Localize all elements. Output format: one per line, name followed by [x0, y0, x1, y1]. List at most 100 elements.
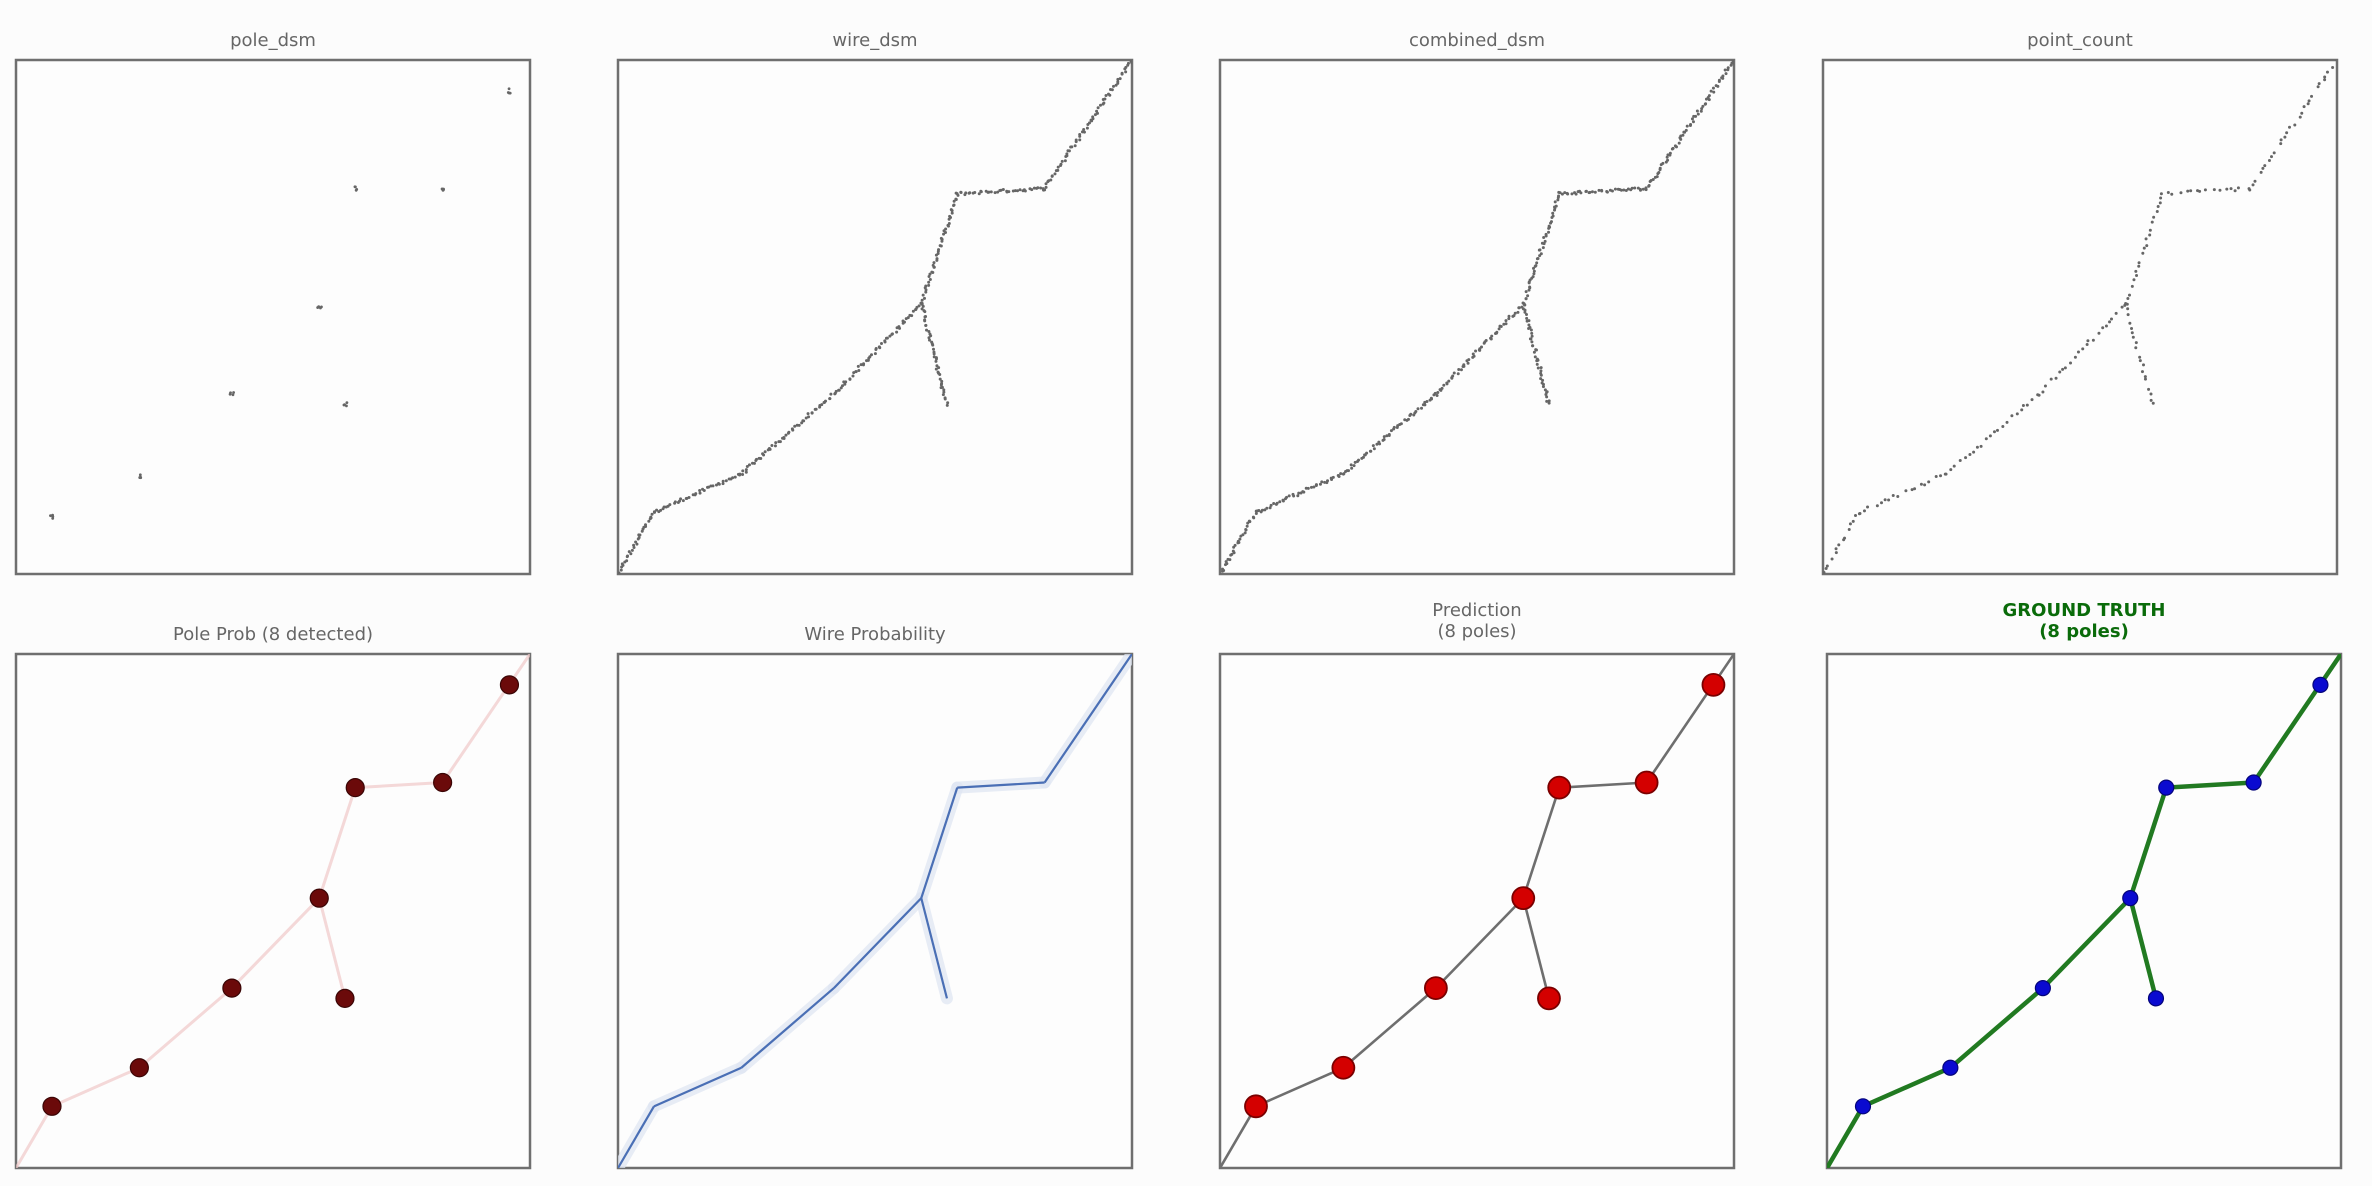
data-point	[2149, 398, 2153, 402]
wire-line	[957, 781, 1045, 789]
data-point	[741, 472, 745, 476]
data-point	[1423, 403, 1427, 407]
data-point	[773, 444, 777, 448]
data-point	[2148, 228, 2152, 232]
data-point	[1462, 363, 1466, 367]
data-point	[1545, 399, 1549, 403]
data-point	[2302, 105, 2306, 109]
data-point	[1429, 396, 1433, 400]
data-point	[1287, 494, 1291, 498]
data-point	[987, 190, 991, 194]
data-point	[2025, 403, 2029, 407]
data-point	[2259, 170, 2263, 174]
data-point	[1633, 186, 1637, 190]
data-point	[920, 307, 924, 311]
gt-pole	[2245, 774, 2262, 791]
data-point	[2001, 425, 2005, 429]
data-point	[650, 512, 654, 516]
panel-sparse-edges	[1821, 58, 2339, 576]
data-point	[1032, 186, 1036, 190]
data-point	[857, 368, 861, 372]
panel-title: Pole Prob (8 detected)	[173, 624, 373, 645]
data-point	[939, 236, 943, 240]
data-point	[1626, 187, 1630, 191]
data-point	[1689, 122, 1693, 126]
data-point	[2125, 302, 2129, 306]
data-point	[1574, 192, 1578, 196]
data-point	[854, 370, 858, 374]
data-point	[920, 298, 924, 302]
data-point	[1541, 385, 1545, 389]
data-point	[931, 343, 935, 347]
data-point	[1309, 485, 1313, 489]
data-point	[1018, 188, 1022, 192]
data-point	[851, 374, 855, 378]
data-point	[923, 310, 927, 314]
data-point	[1529, 337, 1533, 341]
data-point	[634, 540, 638, 544]
data-point	[1525, 316, 1529, 320]
detected-pole	[499, 675, 520, 695]
data-point	[1116, 80, 1120, 84]
pole-point	[508, 91, 512, 95]
data-point	[944, 227, 948, 231]
panel-title: combined_dsm	[1409, 30, 1545, 51]
data-point	[1847, 527, 1851, 531]
data-point	[1504, 322, 1508, 326]
data-point	[2036, 393, 2040, 397]
data-point	[1694, 114, 1698, 118]
gt-wire	[2251, 654, 2341, 784]
data-point	[2189, 189, 2193, 193]
data-point	[807, 415, 811, 419]
gt-wire	[2166, 780, 2254, 790]
data-point	[2325, 70, 2329, 74]
data-point	[1527, 326, 1531, 330]
data-point	[844, 380, 848, 384]
data-point	[1880, 501, 1884, 505]
gt-wire	[2128, 897, 2159, 999]
data-point	[1245, 524, 1249, 528]
prob-trace	[441, 654, 530, 784]
data-point	[802, 419, 806, 423]
wire-line	[920, 897, 949, 999]
data-point	[1558, 191, 1562, 195]
data-point	[1958, 459, 1962, 463]
data-point	[932, 352, 936, 356]
data-point	[2137, 264, 2141, 268]
data-point	[1480, 345, 1484, 349]
data-point	[2126, 307, 2130, 311]
data-point	[1691, 120, 1695, 124]
data-point	[921, 293, 925, 297]
data-point	[2331, 65, 2335, 69]
data-point	[2061, 367, 2065, 371]
gt-pole	[2122, 890, 2139, 907]
data-point	[1474, 349, 1478, 353]
data-point	[2030, 398, 2034, 402]
data-point	[920, 301, 924, 305]
data-point	[2143, 377, 2147, 381]
data-point	[902, 320, 906, 324]
data-point	[1466, 361, 1470, 365]
data-point	[679, 497, 683, 501]
data-point	[1904, 489, 1908, 493]
data-point	[1078, 138, 1082, 142]
data-point	[1712, 90, 1716, 94]
data-point	[647, 519, 651, 523]
data-point	[2323, 75, 2327, 79]
data-point	[1070, 145, 1074, 149]
data-point	[1030, 188, 1034, 192]
data-point	[1529, 328, 1533, 332]
data-point	[874, 346, 878, 350]
data-point	[2128, 321, 2132, 325]
data-point	[1339, 472, 1343, 476]
data-point	[2021, 403, 2025, 407]
data-point	[1124, 70, 1128, 74]
data-point	[927, 338, 931, 342]
data-point	[662, 505, 666, 509]
data-point	[1314, 483, 1318, 487]
data-point	[1244, 528, 1248, 532]
data-point	[840, 384, 844, 388]
panel-title: pole_dsm	[230, 30, 316, 51]
data-point	[1830, 557, 1834, 561]
data-point	[2091, 338, 2095, 342]
